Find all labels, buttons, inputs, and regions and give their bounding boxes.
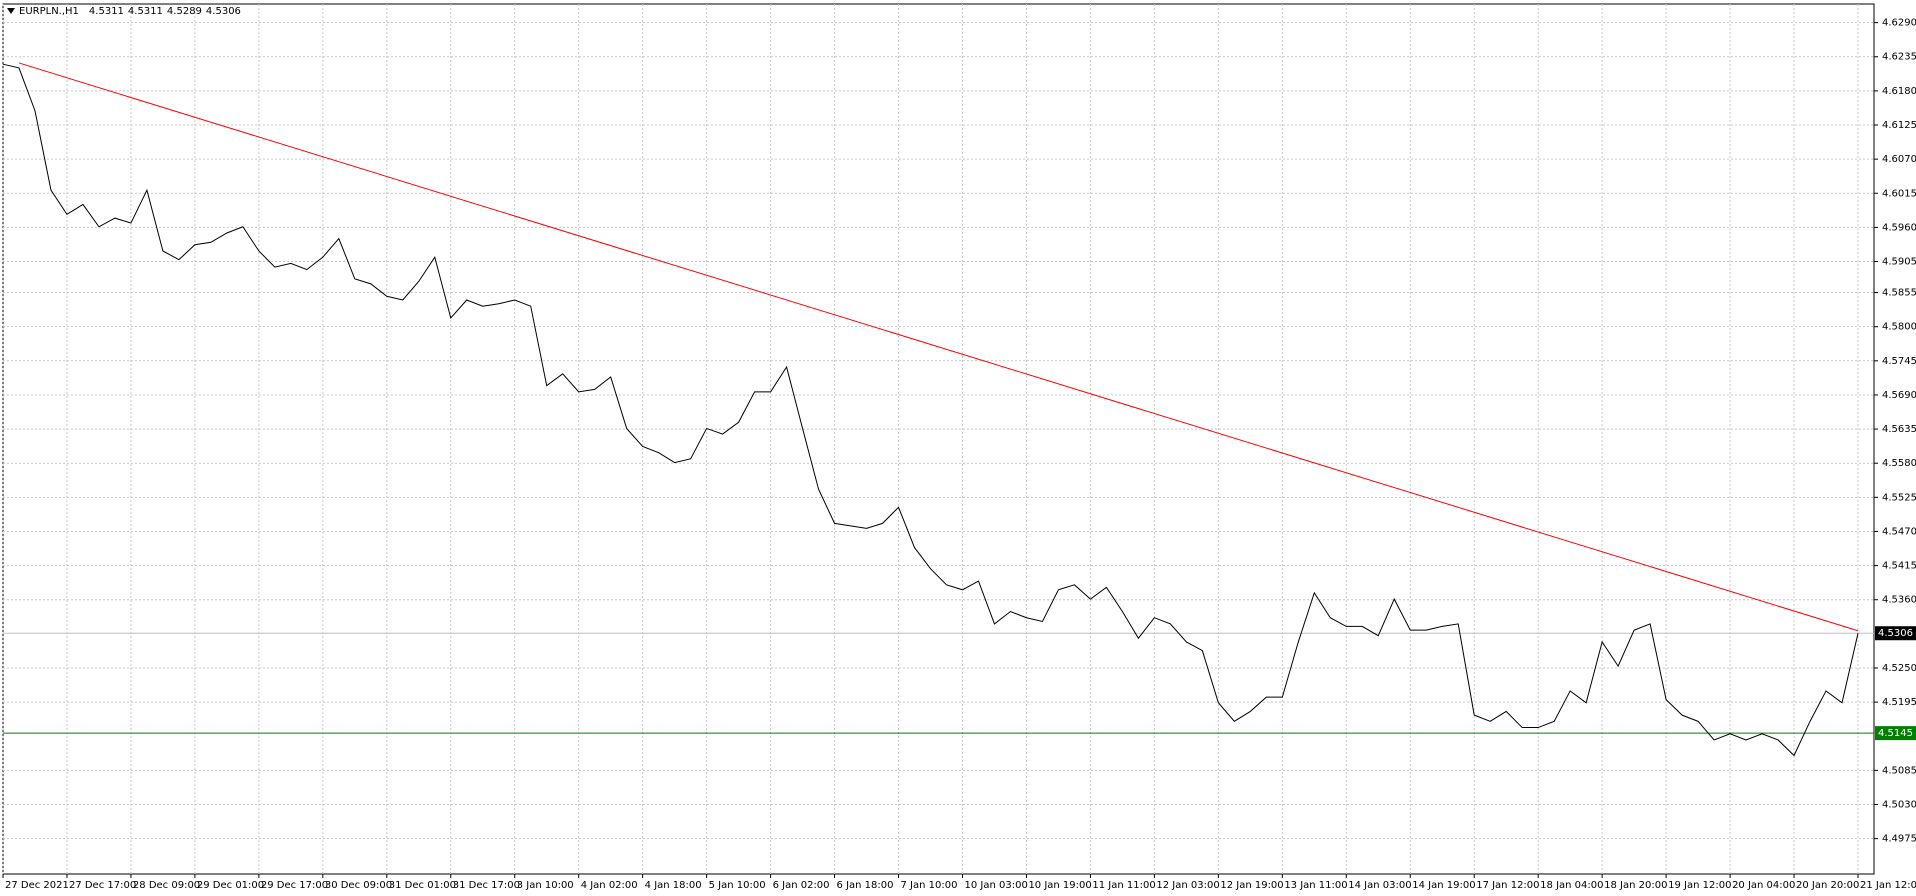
ohlc-value: 4.5306 xyxy=(206,6,241,17)
y-tick-label: 4.5905 xyxy=(1882,257,1916,268)
y-tick-label: 4.6180 xyxy=(1882,86,1916,97)
y-tick-label: 4.5960 xyxy=(1882,222,1916,233)
x-tick-label: 20 Jan 04:00 xyxy=(1732,880,1795,891)
y-tick-label: 4.6015 xyxy=(1882,188,1916,199)
x-tick-label: 13 Jan 11:00 xyxy=(1284,880,1347,891)
axes: 4.6290 4.6235 4.6180 4.6125 4.6070 4.6015 4.59… xyxy=(2,18,1916,891)
x-tick-label: 14 Jan 19:00 xyxy=(1412,880,1475,891)
y-tick-label: 4.5525 xyxy=(1882,492,1916,503)
ohlc-value: 4.5311 xyxy=(128,6,163,17)
x-tick-label: 20 Jan 20:00 xyxy=(1796,880,1859,891)
ohlc-value: 4.5311 xyxy=(89,6,124,17)
y-tick-label: 4.5580 xyxy=(1882,458,1916,469)
x-tick-label: 19 Jan 12:00 xyxy=(1668,880,1731,891)
x-tick-label: 14 Jan 03:00 xyxy=(1348,880,1411,891)
y-tick-label: 4.6125 xyxy=(1882,120,1916,131)
x-tick-label: 12 Jan 19:00 xyxy=(1220,880,1283,891)
x-tick-label: 3 Jan 10:00 xyxy=(517,880,574,891)
x-tick-label: 10 Jan 03:00 xyxy=(964,880,1027,891)
x-tick-label: 10 Jan 19:00 xyxy=(1028,880,1091,891)
x-tick-label: 30 Dec 09:00 xyxy=(325,880,392,891)
y-tick-label: 4.5030 xyxy=(1882,799,1916,810)
x-tick-label: 29 Dec 17:00 xyxy=(261,880,328,891)
price-label: 4.5145 xyxy=(1878,728,1913,739)
x-tick-label: 6 Jan 02:00 xyxy=(773,880,830,891)
menu-arrow[interactable] xyxy=(7,8,15,14)
y-tick-label: 4.5800 xyxy=(1882,322,1916,333)
x-tick-label: 6 Jan 18:00 xyxy=(837,880,894,891)
x-tick-label: 4 Jan 02:00 xyxy=(581,880,638,891)
y-tick-label: 4.5360 xyxy=(1882,595,1916,606)
price-label: 4.5306 xyxy=(1878,628,1913,639)
y-tick-label: 4.6235 xyxy=(1882,52,1916,63)
y-tick-label: 4.5855 xyxy=(1882,288,1916,299)
x-tick-label: 28 Dec 09:00 xyxy=(133,880,200,891)
y-tick-label: 4.5195 xyxy=(1882,697,1916,708)
grid xyxy=(2,4,1874,874)
x-tick-label: 27 Dec 17:00 xyxy=(69,880,136,891)
y-tick-label: 4.6290 xyxy=(1882,18,1916,29)
x-tick-label: 11 Jan 11:00 xyxy=(1092,880,1155,891)
ohlc-value: 4.5289 xyxy=(167,6,202,17)
x-tick-label: 18 Jan 20:00 xyxy=(1604,880,1667,891)
price-line xyxy=(2,63,1859,757)
chart-title: EURPLN.,H1 xyxy=(19,6,79,17)
x-tick-label: 17 Jan 12:00 xyxy=(1476,880,1539,891)
trendline xyxy=(18,62,1859,632)
x-tick-label: 18 Jan 04:00 xyxy=(1540,880,1603,891)
y-tick-label: 4.5745 xyxy=(1882,356,1916,367)
plot-border xyxy=(2,3,1875,875)
x-tick-label: 4 Jan 18:00 xyxy=(645,880,702,891)
x-tick-label: 7 Jan 10:00 xyxy=(901,880,958,891)
data xyxy=(2,62,1874,757)
y-tick-label: 4.5250 xyxy=(1882,663,1916,674)
y-tick-label: 4.5415 xyxy=(1882,561,1916,572)
y-tick-label: 4.4975 xyxy=(1882,834,1916,845)
x-tick-label: 21 Jan 12:00 xyxy=(1860,880,1916,891)
x-tick-label: 5 Jan 10:00 xyxy=(709,880,766,891)
price-label-box xyxy=(1875,626,1916,641)
x-tick-label: 31 Dec 17:00 xyxy=(453,880,520,891)
y-tick-label: 4.5470 xyxy=(1882,526,1916,537)
y-tick-label: 4.6070 xyxy=(1882,154,1916,165)
x-tick-label: 12 Jan 03:00 xyxy=(1156,880,1219,891)
x-tick-label: 27 Dec 2021 xyxy=(5,880,69,891)
y-tick-label: 4.5635 xyxy=(1882,424,1916,435)
x-tick-label: 29 Dec 01:00 xyxy=(197,880,264,891)
y-tick-label: 4.5085 xyxy=(1882,765,1916,776)
y-tick-label: 4.5690 xyxy=(1882,390,1916,401)
price-label-box xyxy=(1875,726,1916,741)
x-tick-label: 31 Dec 01:00 xyxy=(389,880,456,891)
